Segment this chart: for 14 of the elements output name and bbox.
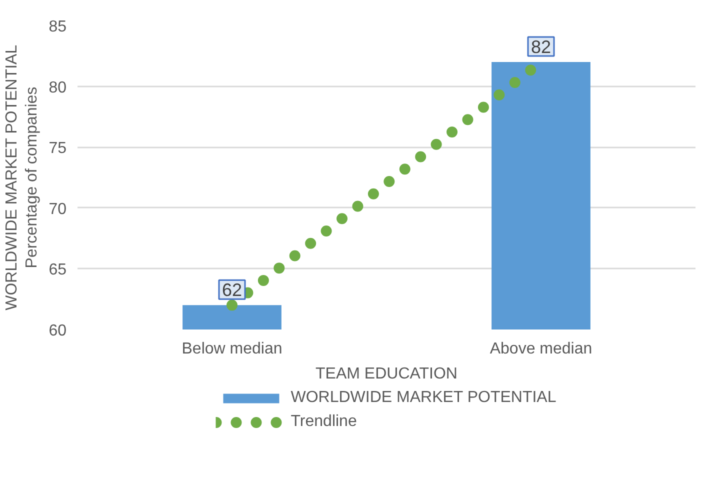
x-axis-title: TEAM EDUCATION <box>316 366 458 382</box>
legend-label: Trendline <box>290 413 357 431</box>
y-tick-label: 80 <box>48 79 67 96</box>
y-tick-label: 60 <box>48 322 67 340</box>
y-tick-label: 75 <box>48 140 67 158</box>
y-tick-label: 70 <box>48 200 67 218</box>
y-axis-title: WORLDWIDE MARKET POTENTIAL Percentage of companies <box>3 44 41 310</box>
data-label: 62 <box>222 280 242 300</box>
x-tick-label: Above median <box>490 340 592 358</box>
y-tick-label: 65 <box>48 262 67 279</box>
x-tick-label: Below median <box>182 340 282 358</box>
legend-label: WORLDWIDE MARKET POTENTIAL <box>290 389 556 407</box>
data-label: 82 <box>530 36 552 57</box>
y-tick-label: 85 <box>48 18 67 36</box>
